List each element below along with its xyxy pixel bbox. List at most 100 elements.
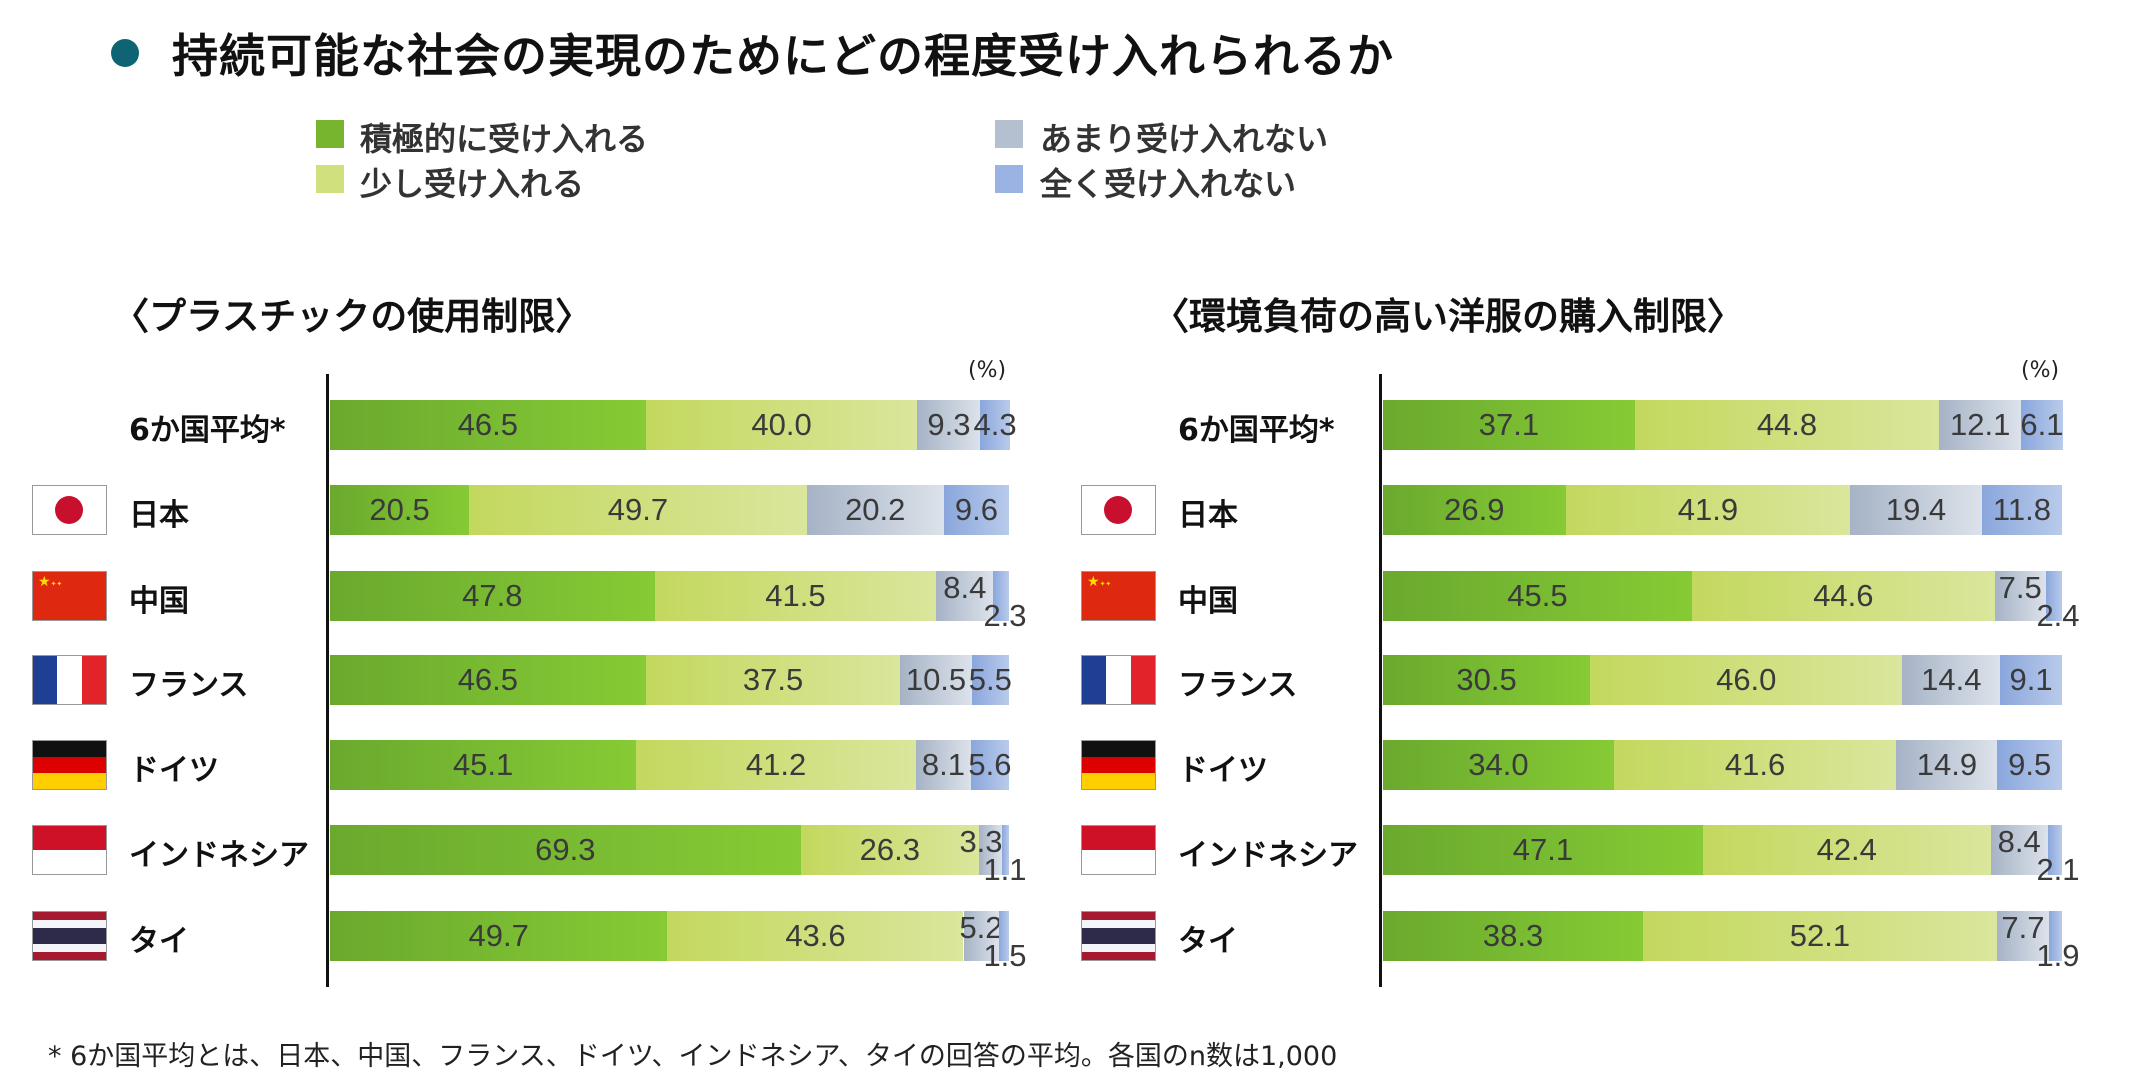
segment-not-much-accept [900,655,972,705]
legend-label-somewhat-accept: 少し受け入れる [360,165,585,203]
segment-strongly-accept [1383,485,1566,535]
value-label: 8.1 [921,747,966,782]
value-label: 8.4 [1997,824,2041,859]
segment-not-accept-at-all [2045,571,2062,621]
value-label: 2.3 [983,598,1027,633]
segment-not-much-accept [1996,911,2050,961]
segment-somewhat-accept [1565,485,1851,535]
flag-indonesia-icon [32,825,107,875]
value-label: 8.4 [943,570,987,605]
y-axis-line [326,374,329,987]
segment-not-much-accept [806,485,944,535]
segment-not-much-accept [1990,825,2048,875]
value-label: 46.5 [457,407,519,442]
flag-france-icon [32,655,107,705]
y-axis-line [1379,374,1382,987]
segment-strongly-accept [1383,740,1614,790]
segment-somewhat-accept [645,655,901,705]
segment-not-much-accept [936,571,994,621]
category-label: 中国 [1178,584,1238,619]
value-label: 41.5 [765,578,826,613]
segment-somewhat-accept [1643,911,1997,961]
value-label: 45.5 [1507,578,1568,613]
segment-strongly-accept [330,825,801,875]
legend-swatch-strongly-accept [316,120,344,148]
category-label: インドネシア [1178,838,1358,873]
segment-somewhat-accept [1590,655,1903,705]
flag-china-icon: ★✦✦ [32,571,107,621]
value-label: 5.6 [968,747,1012,782]
value-label: 1.9 [2036,938,2080,973]
value-label: 20.2 [845,492,906,527]
segment-not-much-accept [1850,485,1982,535]
value-label: 44.8 [1756,407,1818,442]
value-label: 40.0 [751,407,812,442]
value-label: 30.5 [1456,662,1517,697]
value-label: 14.4 [1921,662,1982,697]
value-label: 2.4 [2036,598,2080,633]
segment-not-accept-at-all [1981,485,2062,535]
value-label: 52.1 [1789,918,1851,953]
value-label: 46.0 [1716,662,1777,697]
category-label: インドネシア [129,838,309,873]
page-title: 持続可能な社会の実現のためにどの程度受け入れられるか [172,29,1394,83]
value-label: 19.4 [1885,492,1947,527]
value-label: 20.5 [369,492,430,527]
flag-thailand-icon [1081,911,1156,961]
segment-somewhat-accept [469,485,807,535]
value-label: 37.1 [1478,407,1540,442]
value-label: 14.9 [1916,747,1978,782]
segment-strongly-accept [1383,911,1644,961]
legend-label-not-accept-at-all: 全く受け入れない [1040,165,1297,203]
category-label: ドイツ [1178,753,1268,788]
flag-japan-icon [32,485,107,535]
category-label: タイ [129,924,189,959]
segment-not-accept-at-all [993,571,1009,621]
chart-plastic-restriction: 〈プラスチックの使用制限〉 (%) 6か国平均* 46.5 40.0 9.3 4.3 日本… [0,0,1075,1000]
value-label: 9.1 [2009,662,2053,697]
value-label: 41.2 [745,747,807,782]
flag-japan-icon [1081,485,1156,535]
value-label: 12.1 [1950,407,2011,442]
value-label: 26.3 [859,832,920,867]
chart-title: 〈プラスチックの使用制限〉 [112,295,593,338]
value-label: 42.4 [1816,832,1877,867]
value-label: 1.5 [983,938,1027,973]
value-label: 46.5 [457,662,519,697]
flag-germany-icon [1081,740,1156,790]
segment-not-accept-at-all [970,740,1009,790]
segment-not-accept-at-all [980,400,1010,450]
segment-not-accept-at-all [2021,400,2063,450]
flag-indonesia-icon [1081,825,1156,875]
segment-somewhat-accept [1613,740,1897,790]
segment-not-much-accept [917,400,981,450]
unit-label: (%) [2021,358,2060,383]
value-label: 43.6 [785,918,846,953]
value-label: 26.9 [1444,492,1505,527]
value-label: 11.8 [1992,492,2051,527]
value-label: 37.5 [742,662,804,697]
segment-not-much-accept [1902,655,2001,705]
value-label: 7.7 [2001,910,2045,945]
segment-somewhat-accept [645,400,918,450]
value-label: 7.5 [1998,570,2042,605]
legend-label-not-much-accept: あまり受け入れない [1040,120,1329,158]
legend-swatch-not-much-accept [995,120,1023,148]
segment-not-much-accept [1896,740,1998,790]
segment-strongly-accept [330,911,668,961]
flag-china-icon: ★✦✦ [1081,571,1156,621]
value-label: 4.3 [973,407,1017,442]
value-label: 3.3 [959,824,1003,859]
unit-label: (%) [968,358,1007,383]
value-label: 44.6 [1813,578,1874,613]
legend-label-strongly-accept: 積極的に受け入れる [360,120,649,158]
title-bullet-icon [111,39,139,67]
category-label: ドイツ [129,753,219,788]
value-label: 45.1 [452,747,514,782]
segment-somewhat-accept [800,825,980,875]
segment-somewhat-accept [1691,571,1995,621]
segment-strongly-accept [1383,571,1692,621]
flag-germany-icon [32,740,107,790]
segment-somewhat-accept [667,911,964,961]
segment-not-much-accept [1939,400,2022,450]
